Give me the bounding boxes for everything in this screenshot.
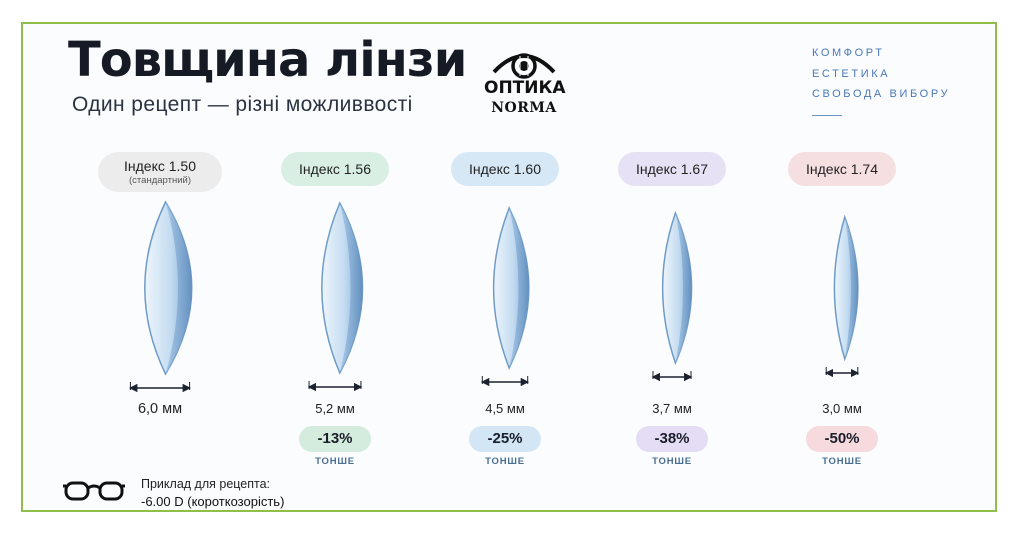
index-pill: Індекс 1.56 [281,152,389,186]
index-label: Індекс 1.60 [469,161,541,177]
lens-profile [128,200,193,393]
index-pill: Індекс 1.50 (стандартний) [98,152,222,192]
eye-icon [492,53,556,79]
glasses-icon [63,481,125,501]
index-label: Індекс 1.50 [124,158,196,174]
page-subtitle: Один рецепт — різні можливвості [72,93,413,116]
lens-profile [824,214,860,378]
prescription-label: Приклад для рецепта: [141,477,271,491]
lens-edge [165,202,192,374]
thickness-label: 5,2 мм [315,401,355,416]
thickness-label: 4,5 мм [485,401,525,416]
tagline-freedom: СВОБОДА ВИБОРУ [812,88,951,100]
index-label: Індекс 1.56 [299,161,371,177]
tagline-comfort: КОМФОРТ [812,47,885,59]
lens-edge [509,208,529,368]
thinner-label: ТОНШЕ [652,456,692,467]
tagline-divider [812,114,842,116]
index-label: Індекс 1.67 [636,161,708,177]
thickness-label: 3,7 мм [652,401,692,416]
index-pill: Індекс 1.60 [451,152,559,186]
index-label: Індекс 1.74 [806,161,878,177]
lens-edge [675,213,692,363]
brand-logo: ОПТИКА NORMA [484,42,566,122]
lens-profile [480,206,530,387]
page-title: Товщина лінзи [68,32,467,88]
index-pill: Індекс 1.67 [618,152,726,186]
logo-word-optika: ОПТИКА [484,78,566,98]
thickness-label: 6,0 мм [137,401,183,417]
tagline-list: КОМФОРТ ЕСТЕТИКА СВОБОДА ВИБОРУ [812,43,950,116]
prescription-value: -6.00 D (короткозорість) [141,494,285,509]
index-note: (стандартний) [129,175,191,186]
thinner-label: ТОНШЕ [822,456,862,467]
lens-profile [651,210,693,382]
thickness-label: 3,0 мм [822,401,862,416]
reduction-badge: -13% [299,426,371,452]
thinner-label: ТОНШЕ [485,456,525,467]
lens-edge [844,217,858,359]
lens-profile [307,201,364,392]
thinner-label: ТОНШЕ [315,456,355,467]
tagline-aesthetics: ЕСТЕТИКА [812,67,891,80]
logo-word-norma: NORMA [491,100,557,116]
index-pill: Індекс 1.74 [788,152,896,186]
reduction-badge: -50% [806,426,878,452]
reduction-badge: -38% [636,426,708,452]
lens-edge [339,203,363,373]
reduction-badge: -25% [469,426,541,452]
